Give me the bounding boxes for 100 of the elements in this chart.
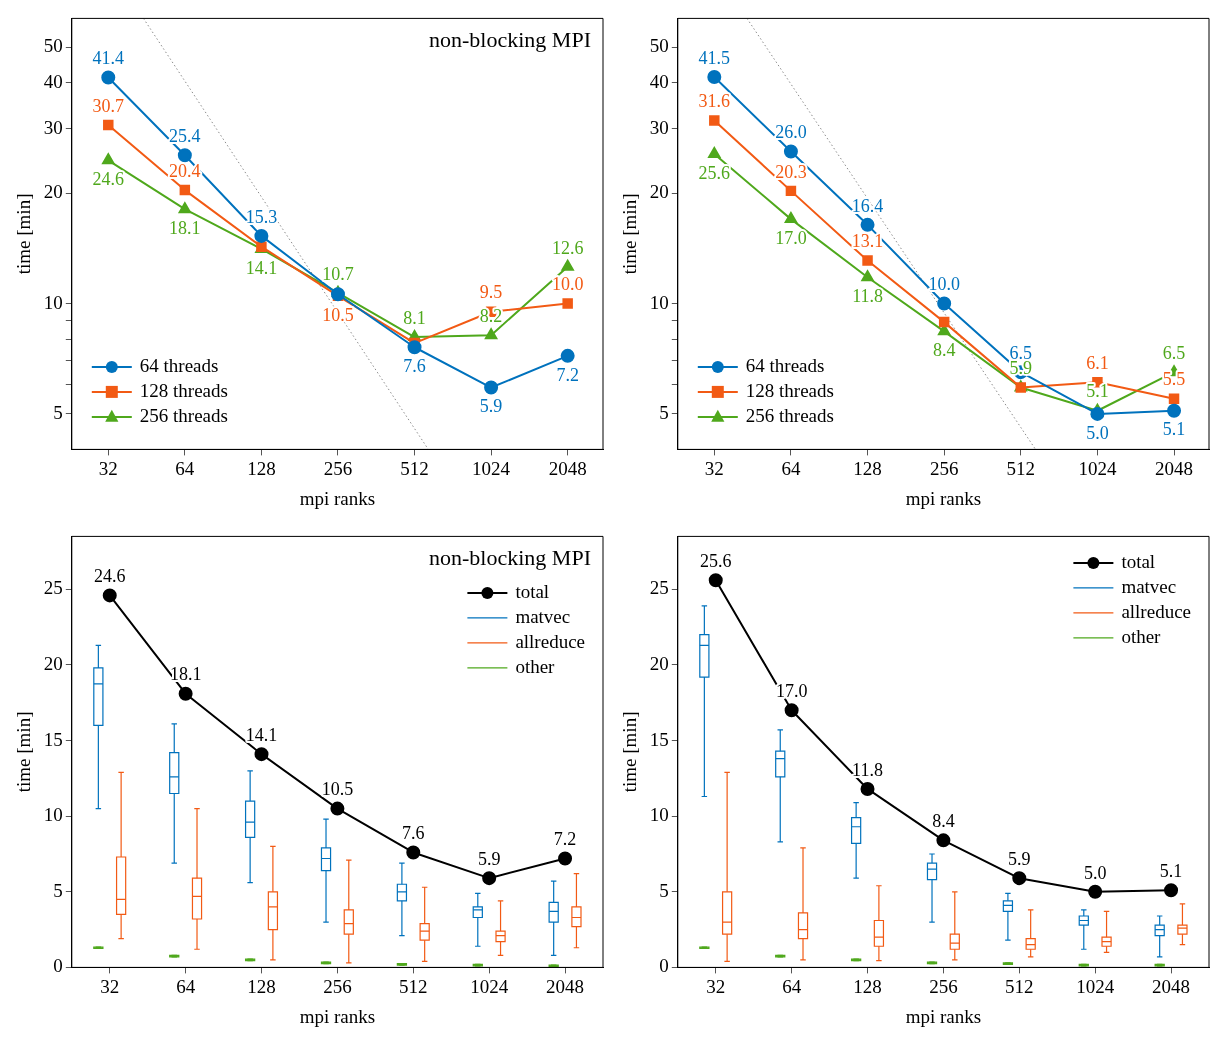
annotation: non-blocking MPI: [429, 27, 591, 53]
y-tick-label: 25: [649, 577, 669, 599]
legend-label: allreduce: [1121, 600, 1192, 622]
point: [1168, 393, 1180, 404]
data-label: 5.1: [1159, 861, 1183, 882]
data-label: 20.3: [775, 161, 807, 182]
x-tick-label: 2048: [546, 975, 585, 997]
x-tick-label: 32: [100, 975, 120, 997]
x-tick-label: 1024: [472, 457, 511, 479]
x-tick-label: 64: [781, 457, 801, 479]
point: [484, 380, 499, 395]
point: [783, 144, 798, 159]
y-tick-label: 30: [649, 116, 669, 138]
data-label: 20.4: [169, 160, 201, 181]
point: [936, 833, 951, 848]
y-tick-label: 50: [649, 35, 669, 57]
point: [1012, 871, 1027, 886]
y-tick-label: 15: [43, 728, 63, 750]
data-label: 25.4: [169, 125, 201, 146]
y-tick-label: 5: [659, 401, 669, 423]
data-label: 10.5: [321, 779, 354, 800]
y-tick-label: 0: [659, 955, 669, 977]
legend-label: 64 threads: [139, 354, 219, 376]
y-axis-title: time [min]: [619, 711, 641, 793]
point: [938, 316, 950, 328]
legend-label: total: [1121, 550, 1156, 572]
data-label: 8.4: [932, 340, 956, 361]
point: [562, 298, 573, 309]
data-label: 41.5: [698, 47, 731, 68]
data-label: 24.6: [93, 566, 126, 587]
data-label: 5.9: [1008, 848, 1031, 869]
x-tick-label: 64: [175, 457, 195, 479]
y-tick-label: 40: [43, 70, 63, 92]
x-tick-label: 512: [1005, 975, 1034, 997]
point: [785, 185, 797, 197]
data-label: 8.4: [932, 811, 955, 832]
x-tick-label: 64: [782, 975, 802, 997]
x-tick-label: 512: [1006, 457, 1036, 479]
data-label: 5.0: [1083, 862, 1107, 883]
point: [1164, 883, 1179, 898]
y-tick-label: 10: [43, 804, 63, 826]
point: [558, 851, 573, 866]
point: [406, 845, 421, 860]
legend-label: 128 threads: [745, 379, 834, 401]
legend-label: 64 threads: [745, 354, 825, 376]
legend-label: allreduce: [515, 630, 586, 652]
data-label: 10.0: [928, 274, 960, 295]
x-tick-label: 256: [929, 975, 958, 997]
y-tick-label: 20: [649, 652, 669, 674]
point: [784, 212, 798, 224]
x-tick-label: 1024: [1078, 457, 1117, 479]
point: [709, 115, 720, 126]
point: [101, 70, 116, 85]
point: [484, 328, 498, 340]
point: [708, 146, 721, 158]
legend-label: total: [515, 580, 550, 602]
legend-label: matvec: [1121, 575, 1177, 597]
annotation: non-blocking MPI: [429, 545, 591, 571]
x-tick-label: 32: [706, 975, 726, 997]
point: [254, 747, 269, 762]
data-label: 10.7: [322, 263, 354, 284]
x-tick-label: 128: [247, 457, 276, 479]
data-label: 6.5: [1162, 342, 1186, 363]
point: [407, 340, 422, 355]
data-label: 10.5: [322, 304, 354, 325]
data-label: 18.1: [169, 217, 201, 238]
x-tick-label: 256: [323, 975, 352, 997]
data-label: 15.3: [245, 206, 278, 227]
point: [103, 119, 114, 131]
x-tick-label: 2048: [1152, 975, 1191, 997]
point: [708, 573, 723, 588]
point: [937, 296, 952, 311]
data-label: 25.6: [698, 162, 731, 183]
point: [177, 148, 192, 163]
x-tick-label: 2048: [1155, 457, 1194, 479]
data-label: 24.6: [92, 169, 125, 190]
point: [861, 270, 874, 282]
point: [860, 217, 875, 232]
y-tick-label: 20: [43, 181, 63, 203]
data-label: 16.4: [851, 195, 884, 216]
data-label: 11.8: [852, 285, 883, 306]
y-tick-label: 5: [53, 879, 63, 901]
y-tick-label: 20: [649, 181, 669, 203]
x-tick-label: 32: [98, 457, 118, 479]
legend-label: other: [515, 655, 556, 677]
data-label: 8.1: [403, 307, 426, 328]
x-tick-label: 256: [929, 457, 959, 479]
y-tick-label: 10: [649, 291, 669, 313]
data-label: 7.2: [556, 364, 579, 385]
legend-label: 256 threads: [139, 404, 228, 426]
data-label: 10.0: [551, 274, 584, 295]
x-tick-label: 512: [399, 975, 428, 997]
point: [102, 588, 117, 603]
data-label: 17.0: [775, 227, 807, 248]
data-label: 31.6: [698, 91, 731, 112]
point: [179, 184, 191, 196]
data-label: 12.6: [551, 237, 584, 258]
x-axis-title: mpi ranks: [905, 487, 982, 509]
x-tick-label: 1024: [470, 975, 509, 997]
data-label: 14.1: [245, 257, 278, 278]
